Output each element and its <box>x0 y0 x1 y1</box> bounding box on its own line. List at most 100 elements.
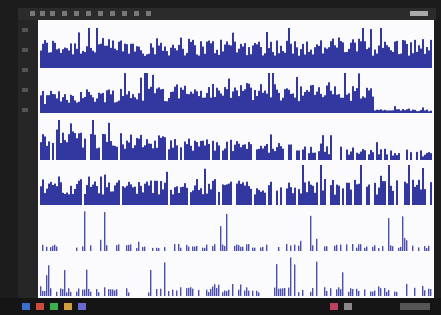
wave-bar <box>218 145 220 160</box>
tool-icon[interactable] <box>98 11 103 16</box>
wave-bar <box>158 248 159 251</box>
window-controls[interactable] <box>410 11 428 16</box>
wave-bar <box>320 94 322 113</box>
wave-bar <box>298 246 299 251</box>
wave-bar <box>244 144 246 160</box>
wave-bar <box>166 101 168 113</box>
wave-bar <box>108 123 110 160</box>
wave-bar <box>230 98 232 113</box>
wave-bar <box>182 90 184 113</box>
tool-icon[interactable] <box>62 11 67 16</box>
wave-bar <box>252 248 253 251</box>
wave-bar <box>202 47 204 68</box>
wave-bar <box>276 147 278 160</box>
wave-bar <box>412 53 414 68</box>
wave-bar <box>120 41 122 68</box>
wave-bar <box>64 94 66 113</box>
tool-icon[interactable] <box>30 11 35 16</box>
wave-bar <box>428 246 429 251</box>
tool-icon[interactable] <box>134 11 139 16</box>
wave-bar <box>126 44 128 68</box>
wave-bar <box>232 284 233 296</box>
wave-bar <box>182 187 184 205</box>
wave-bar <box>360 152 362 160</box>
wave-bar <box>266 144 268 160</box>
wave-bar <box>346 183 348 205</box>
wave-bar <box>96 148 98 160</box>
wave-bar <box>174 139 176 160</box>
wave-bar <box>318 151 320 160</box>
side-icon[interactable] <box>22 48 28 52</box>
wave-bar <box>50 91 52 113</box>
task-icon[interactable] <box>50 303 58 310</box>
wave-bar <box>256 188 258 205</box>
task-icon[interactable] <box>36 303 44 310</box>
side-icon[interactable] <box>22 28 28 32</box>
wave-bar <box>298 189 300 205</box>
wave-bar <box>288 90 290 113</box>
wave-bar <box>368 48 370 68</box>
task-icon[interactable] <box>64 303 72 310</box>
wave-bar <box>362 96 364 113</box>
tool-icon[interactable] <box>146 11 151 16</box>
tool-icon[interactable] <box>40 11 45 16</box>
side-icon[interactable] <box>22 68 28 72</box>
wave-bar <box>156 89 158 113</box>
wave-bar <box>214 151 216 160</box>
wave-bar <box>130 44 132 68</box>
wave-bar <box>158 87 160 113</box>
wave-bar <box>330 41 332 68</box>
wave-bar <box>334 86 336 113</box>
wave-bar <box>126 186 128 205</box>
wave-bar <box>274 288 275 296</box>
wave-bar <box>84 289 85 296</box>
wave-bar <box>186 53 188 68</box>
wave-bar <box>86 89 88 113</box>
tool-icon[interactable] <box>74 11 79 16</box>
task-icon[interactable] <box>78 303 86 310</box>
wave-bar <box>278 247 279 251</box>
wave-bar <box>250 144 252 160</box>
wave-bar <box>396 292 397 296</box>
wave-bar <box>230 140 232 160</box>
wave-bar <box>56 98 58 113</box>
wave-bar <box>196 142 198 160</box>
wave-bar <box>382 48 384 68</box>
wave-bar <box>212 141 214 160</box>
wave-bar <box>416 52 418 68</box>
tool-icon[interactable] <box>122 11 127 16</box>
wave-bar <box>106 245 107 251</box>
wave-bar <box>138 93 140 113</box>
wave-bar <box>242 91 244 113</box>
wave-bar <box>58 91 60 113</box>
wave-bar <box>316 44 318 68</box>
tool-icon[interactable] <box>86 11 91 16</box>
wave-bar <box>164 247 165 251</box>
wave-bar <box>130 98 132 113</box>
wave-bar <box>286 188 288 205</box>
wave-bar <box>146 139 148 160</box>
wave-bar <box>62 289 63 296</box>
side-icon[interactable] <box>22 88 28 92</box>
tool-icon[interactable] <box>50 11 55 16</box>
tray-icon[interactable] <box>330 303 338 310</box>
wave-bar <box>106 90 108 113</box>
wave-bar <box>236 52 238 68</box>
wave-bar <box>56 49 58 68</box>
tool-icon[interactable] <box>110 11 115 16</box>
wave-bar <box>346 52 348 68</box>
wave-bar <box>178 193 180 205</box>
side-icon[interactable] <box>22 108 28 112</box>
wave-bar <box>322 135 324 160</box>
wave-bar <box>250 189 252 205</box>
wave-bar <box>202 98 204 113</box>
wave-bar <box>78 32 80 68</box>
wave-bar <box>418 111 420 113</box>
wave-bar <box>376 54 378 68</box>
task-icon[interactable] <box>22 303 30 310</box>
wave-bar <box>278 289 279 296</box>
wave-bar <box>122 51 124 68</box>
wave-bar <box>64 48 66 68</box>
wave-bar <box>248 142 250 160</box>
tray-icon[interactable] <box>344 303 352 310</box>
